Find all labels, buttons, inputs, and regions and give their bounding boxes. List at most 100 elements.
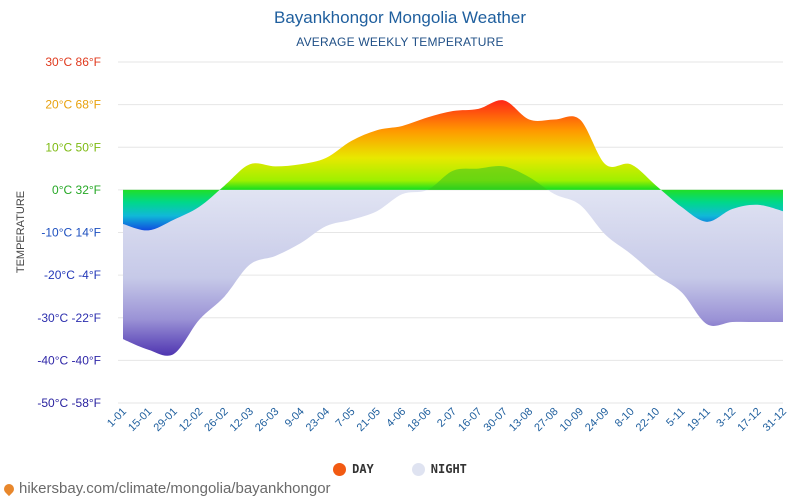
legend-day-label: DAY	[352, 462, 374, 476]
x-tick-label: 18-06	[405, 406, 433, 434]
temperature-chart: 30°C 86°F 20°C 68°F 10°C 50°F 0°C 32°F -10°C…	[15, 55, 789, 434]
night-point	[451, 169, 455, 173]
location-pin-icon	[1, 481, 17, 496]
night-point	[375, 209, 379, 213]
x-tick-label: 13-08	[507, 406, 535, 434]
night-point	[248, 262, 252, 266]
day-point	[426, 115, 430, 119]
day-point	[730, 207, 734, 211]
day-point	[578, 118, 582, 122]
day-point	[299, 162, 303, 166]
x-tick-label: 27-08	[532, 406, 560, 434]
day-point	[654, 184, 658, 188]
day-point	[451, 109, 455, 113]
x-tick-label: 10-09	[558, 406, 586, 434]
night-point	[400, 192, 404, 196]
day-point	[146, 228, 150, 232]
night-point	[781, 320, 785, 324]
night-point	[603, 233, 607, 237]
night-point	[730, 320, 734, 324]
legend: DAY NIGHT	[0, 462, 800, 476]
x-tick-label: 19-11	[685, 406, 713, 434]
y-tick-label: -10°C 14°F	[41, 226, 101, 240]
night-area	[123, 190, 783, 356]
night-point	[197, 318, 201, 322]
night-area-above-zero	[123, 166, 783, 190]
night-point	[476, 167, 480, 171]
night-point	[756, 320, 760, 324]
y-axis-label: TEMPERATURE	[15, 191, 27, 273]
day-point	[248, 162, 252, 166]
night-point	[324, 224, 328, 228]
legend-item-day[interactable]: DAY	[333, 462, 374, 476]
day-point	[172, 218, 176, 222]
night-point	[502, 164, 506, 168]
night-point	[223, 294, 227, 298]
x-tick-label: 26-02	[202, 406, 230, 434]
day-point	[553, 118, 557, 122]
night-point	[654, 273, 658, 277]
night-point	[527, 175, 531, 179]
night-point	[578, 203, 582, 207]
source-link[interactable]: hikersbay.com/climate/mongolia/bayankhon…	[1, 480, 331, 497]
day-point	[349, 139, 353, 143]
day-point	[679, 205, 683, 209]
day-point	[756, 203, 760, 207]
night-point	[172, 352, 176, 356]
day-point	[603, 162, 607, 166]
x-tick-label: 24-09	[583, 406, 611, 434]
y-tick-label: 0°C 32°F	[52, 183, 101, 197]
day-point	[197, 205, 201, 209]
y-tick-label: 20°C 68°F	[45, 98, 101, 112]
day-point	[121, 222, 125, 226]
day-point	[629, 162, 633, 166]
day-point	[223, 184, 227, 188]
night-point	[349, 218, 353, 222]
y-axis-ticks: 30°C 86°F 20°C 68°F 10°C 50°F 0°C 32°F -10°C…	[37, 55, 101, 410]
x-tick-label: 31-12	[761, 406, 789, 434]
y-tick-label: -20°C -4°F	[44, 268, 101, 282]
day-area	[123, 100, 783, 231]
y-tick-label: 30°C 86°F	[45, 55, 101, 69]
x-tick-label: 15-01	[126, 406, 154, 434]
x-tick-label: 12-02	[177, 406, 205, 434]
night-point	[121, 337, 125, 341]
series-areas	[121, 98, 785, 356]
x-tick-label: 16-07	[456, 406, 484, 434]
night-point	[426, 188, 430, 192]
y-tick-label: 10°C 50°F	[45, 140, 101, 154]
day-point	[781, 209, 785, 213]
day-point	[705, 220, 709, 224]
legend-item-night[interactable]: NIGHT	[411, 462, 467, 476]
x-tick-label: 22-10	[634, 406, 662, 434]
day-point	[476, 107, 480, 111]
night-point	[679, 290, 683, 294]
x-tick-label: 21-05	[355, 406, 383, 434]
x-tick-label: 5-11	[664, 406, 687, 429]
day-point	[273, 164, 277, 168]
source-url: hikersbay.com/climate/mongolia/bayankhon…	[19, 480, 331, 497]
night-point	[273, 254, 277, 258]
night-point	[629, 252, 633, 256]
legend-day-swatch	[333, 462, 347, 476]
x-tick-label: 23-04	[304, 406, 332, 434]
x-tick-label: 26-03	[253, 406, 281, 434]
day-point	[502, 98, 506, 102]
y-tick-label: -50°C -58°F	[37, 396, 101, 410]
day-point	[375, 128, 379, 132]
chart-title: Bayankhongor Mongolia Weather	[273, 8, 526, 27]
x-tick-label: 30-07	[482, 406, 510, 434]
legend-night-label: NIGHT	[430, 462, 467, 476]
day-point	[324, 156, 328, 160]
x-tick-label: 17-12	[735, 406, 763, 434]
x-tick-label: 12-03	[228, 406, 256, 434]
y-tick-label: -30°C -22°F	[37, 311, 101, 325]
legend-night-swatch	[411, 462, 425, 476]
y-tick-label: -40°C -40°F	[37, 353, 101, 367]
day-point	[527, 118, 531, 122]
day-point	[400, 124, 404, 128]
night-point	[299, 241, 303, 245]
x-tick-label: 29-01	[152, 406, 180, 434]
night-point	[553, 192, 557, 196]
